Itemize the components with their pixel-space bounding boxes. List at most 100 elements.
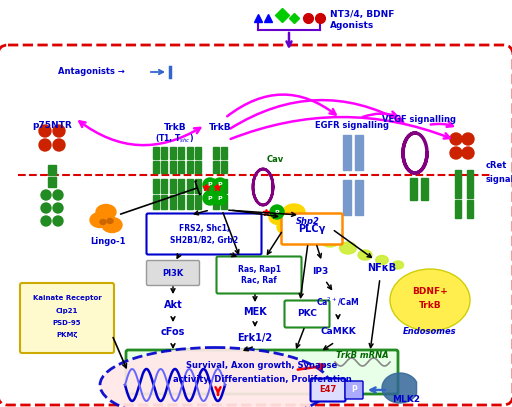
Bar	[410, 178, 417, 200]
Text: cFos: cFos	[161, 327, 185, 337]
FancyBboxPatch shape	[310, 379, 346, 401]
Text: EGFR signalling: EGFR signalling	[315, 120, 389, 129]
Circle shape	[41, 216, 51, 226]
Text: P: P	[274, 210, 280, 214]
Text: Kainate Receptor: Kainate Receptor	[33, 295, 101, 301]
Ellipse shape	[102, 217, 122, 232]
Bar	[421, 178, 428, 200]
Bar	[178, 147, 184, 159]
Circle shape	[41, 190, 51, 200]
Circle shape	[203, 178, 217, 192]
Bar	[161, 161, 167, 173]
Ellipse shape	[96, 204, 116, 219]
FancyBboxPatch shape	[0, 45, 512, 405]
Bar	[195, 195, 201, 209]
Ellipse shape	[376, 256, 388, 265]
Ellipse shape	[277, 219, 299, 235]
Circle shape	[53, 139, 65, 151]
Text: (T1, T$_{shc}$): (T1, T$_{shc}$)	[156, 133, 195, 145]
Text: P: P	[218, 182, 222, 188]
Text: BDNF+: BDNF+	[412, 287, 448, 297]
Text: PKC: PKC	[297, 309, 317, 319]
Bar	[178, 179, 184, 193]
Bar	[221, 161, 227, 173]
Text: activity, Differentiation, Proliferation: activity, Differentiation, Proliferation	[173, 374, 351, 383]
FancyBboxPatch shape	[146, 214, 262, 254]
Bar	[187, 161, 193, 173]
Bar	[455, 200, 461, 218]
Text: E47: E47	[319, 385, 336, 394]
Bar	[195, 161, 201, 173]
Text: Survival, Axon growth, Synapse: Survival, Axon growth, Synapse	[186, 361, 337, 370]
Bar	[213, 147, 219, 159]
Bar	[170, 161, 176, 173]
Text: P: P	[218, 195, 222, 201]
Text: signalling: signalling	[486, 175, 512, 184]
Text: PSD-95: PSD-95	[53, 320, 81, 326]
Bar	[187, 179, 193, 193]
Bar	[221, 147, 227, 159]
Text: Cav: Cav	[266, 155, 284, 164]
Text: Erk1/2: Erk1/2	[238, 333, 272, 343]
Text: IP3: IP3	[312, 267, 328, 276]
Bar	[153, 195, 159, 209]
Text: Endosomes: Endosomes	[403, 328, 457, 337]
Text: P: P	[351, 385, 357, 394]
Bar	[187, 195, 193, 209]
Ellipse shape	[107, 219, 113, 223]
Text: PLCγ: PLCγ	[298, 224, 326, 234]
Text: Ca$^{2+}$/CaM: Ca$^{2+}$/CaM	[316, 296, 360, 308]
Text: P: P	[208, 195, 212, 201]
Ellipse shape	[339, 242, 356, 254]
Bar	[343, 135, 351, 170]
Circle shape	[53, 203, 63, 213]
Circle shape	[39, 139, 51, 151]
FancyBboxPatch shape	[285, 300, 330, 328]
Circle shape	[462, 133, 474, 145]
Circle shape	[450, 147, 462, 159]
Text: Lingo-1: Lingo-1	[90, 238, 126, 247]
Circle shape	[462, 147, 474, 159]
Bar	[467, 200, 473, 218]
Bar	[161, 195, 167, 209]
Ellipse shape	[100, 348, 330, 407]
Text: VEGF signalling: VEGF signalling	[382, 116, 456, 125]
FancyBboxPatch shape	[20, 283, 114, 353]
Bar	[48, 165, 56, 175]
FancyBboxPatch shape	[345, 381, 363, 399]
Text: Ras, Rap1: Ras, Rap1	[238, 265, 281, 274]
Bar	[355, 180, 363, 215]
Ellipse shape	[269, 209, 291, 225]
Text: TrkB mRNA: TrkB mRNA	[336, 350, 388, 359]
Text: Shp2: Shp2	[296, 217, 320, 227]
FancyBboxPatch shape	[217, 256, 302, 293]
Bar	[178, 161, 184, 173]
Text: Antagonists →: Antagonists →	[58, 68, 125, 77]
FancyBboxPatch shape	[126, 350, 398, 394]
Bar	[170, 179, 176, 193]
Bar	[455, 170, 461, 198]
Text: NFκB: NFκB	[368, 263, 397, 273]
Bar	[170, 147, 176, 159]
FancyBboxPatch shape	[146, 260, 200, 285]
Bar	[153, 179, 159, 193]
Ellipse shape	[320, 233, 340, 247]
Bar	[213, 161, 219, 173]
Bar	[187, 147, 193, 159]
Bar	[178, 195, 184, 209]
FancyBboxPatch shape	[282, 214, 343, 245]
Bar	[195, 147, 201, 159]
Bar	[343, 180, 351, 215]
Bar	[170, 195, 176, 209]
Ellipse shape	[100, 219, 106, 225]
Circle shape	[270, 205, 284, 219]
Text: cRet: cRet	[486, 160, 507, 169]
Circle shape	[450, 133, 462, 145]
Bar	[153, 161, 159, 173]
Ellipse shape	[283, 204, 305, 220]
Text: NT3/4, BDNF: NT3/4, BDNF	[330, 11, 394, 20]
Circle shape	[53, 125, 65, 137]
Text: TrkB: TrkB	[209, 123, 231, 131]
Text: Agonists: Agonists	[330, 22, 374, 31]
Circle shape	[213, 178, 227, 192]
